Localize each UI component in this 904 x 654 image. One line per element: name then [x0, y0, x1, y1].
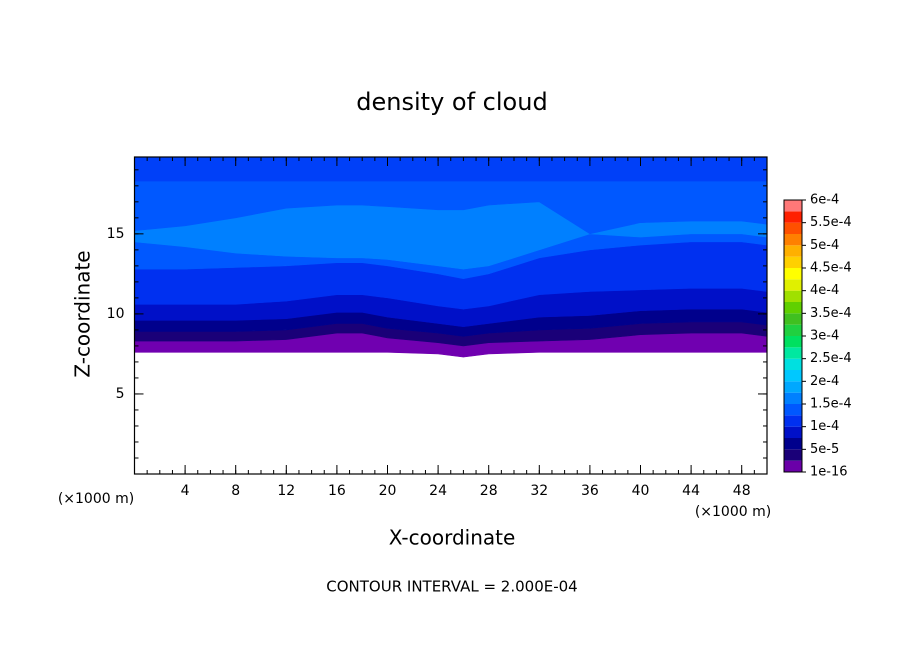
colorbar-box: [784, 234, 802, 246]
colorbar-label: 4.5e-4: [810, 261, 852, 276]
x-tick-label: 28: [480, 483, 498, 499]
colorbar-box: [784, 415, 802, 427]
chart-title: density of cloud: [356, 88, 547, 116]
x-tick-label: 20: [379, 483, 397, 499]
x-tick-label: 36: [581, 483, 599, 499]
colorbar-box: [784, 392, 802, 404]
footer: CONTOUR INTERVAL = 2.000E-04: [326, 578, 577, 596]
colorbar-label: 4e-4: [810, 283, 839, 298]
x-tick-label: 48: [733, 483, 751, 499]
colorbar-box: [784, 324, 802, 336]
y-tick-label: 10: [107, 306, 125, 322]
x-tick-label: 4: [181, 483, 190, 499]
colorbar-box: [784, 211, 802, 223]
x-tick-label: 32: [530, 483, 548, 499]
colorbar-box: [784, 449, 802, 461]
colorbar-box: [784, 245, 802, 257]
colorbar-box: [784, 256, 802, 268]
x-tick-label: 16: [328, 483, 346, 499]
colorbar-box: [784, 347, 802, 359]
colorbar-box: [784, 404, 802, 416]
colorbar-box: [784, 222, 802, 234]
colorbar-label: 1e-16: [810, 465, 848, 480]
colorbar-box: [784, 426, 802, 438]
x-tick-label: 8: [231, 483, 240, 499]
colorbar-box: [784, 336, 802, 348]
y-tick-label: 5: [116, 386, 125, 402]
colorbar-label: 1e-4: [810, 419, 839, 434]
x-tick-label: 44: [682, 483, 700, 499]
colorbar-label: 6e-4: [810, 193, 839, 208]
colorbar-box: [784, 290, 802, 302]
y-axis-label: Z-coordinate: [71, 250, 95, 377]
colorbar-label: 2.5e-4: [810, 351, 852, 366]
x-axis-label: X-coordinate: [389, 526, 516, 550]
y-tick-label: 15: [107, 226, 125, 242]
colorbar-label: 3e-4: [810, 329, 839, 344]
axis-unit: (×1000 m): [695, 504, 771, 520]
colorbar-label: 1.5e-4: [810, 397, 852, 412]
x-tick-label: 24: [429, 483, 447, 499]
colorbar-box: [784, 268, 802, 280]
colorbar-box: [784, 313, 802, 325]
x-tick-label: 12: [277, 483, 295, 499]
colorbar-box: [784, 358, 802, 370]
colorbar-box: [784, 438, 802, 450]
colorbar-label: 2e-4: [810, 374, 839, 389]
colorbar-label: 5e-5: [810, 442, 839, 457]
colorbar-label: 5.5e-4: [810, 215, 852, 230]
colorbar-box: [784, 381, 802, 393]
colorbar-label: 3.5e-4: [810, 306, 852, 321]
x-tick-label: 40: [632, 483, 650, 499]
colorbar-box: [784, 200, 802, 212]
axis-unit: (×1000 m): [58, 491, 134, 507]
colorbar-box: [784, 460, 802, 472]
colorbar-label: 5e-4: [810, 238, 839, 253]
colorbar-box: [784, 370, 802, 382]
colorbar-box: [784, 302, 802, 314]
colorbar-box: [784, 279, 802, 291]
